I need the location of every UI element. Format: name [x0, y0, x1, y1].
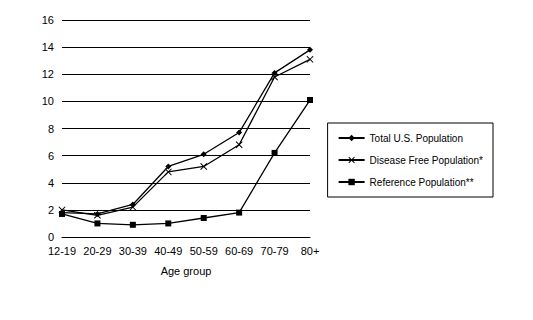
svg-text:14: 14: [42, 41, 54, 53]
svg-text:8: 8: [48, 123, 54, 135]
svg-text:0: 0: [48, 231, 54, 243]
svg-text:70-79: 70-79: [261, 245, 289, 257]
svg-text:Disease Free Population*: Disease Free Population*: [370, 155, 484, 166]
svg-text:Total U.S. Population: Total U.S. Population: [370, 133, 463, 144]
svg-text:6: 6: [48, 150, 54, 162]
svg-text:40-49: 40-49: [154, 245, 182, 257]
svg-text:2: 2: [48, 204, 54, 216]
svg-text:30-39: 30-39: [119, 245, 147, 257]
svg-text:60-69: 60-69: [225, 245, 253, 257]
svg-text:50-59: 50-59: [190, 245, 218, 257]
svg-text:Reference Population**: Reference Population**: [370, 177, 474, 188]
svg-text:4: 4: [48, 177, 54, 189]
svg-text:20-29: 20-29: [83, 245, 111, 257]
svg-text:80+: 80+: [301, 245, 320, 257]
svg-text:12-19: 12-19: [48, 245, 76, 257]
svg-text:12: 12: [42, 68, 54, 80]
svg-text:10: 10: [42, 95, 54, 107]
svg-text:Age group: Age group: [161, 265, 212, 277]
svg-text:16: 16: [42, 14, 54, 26]
